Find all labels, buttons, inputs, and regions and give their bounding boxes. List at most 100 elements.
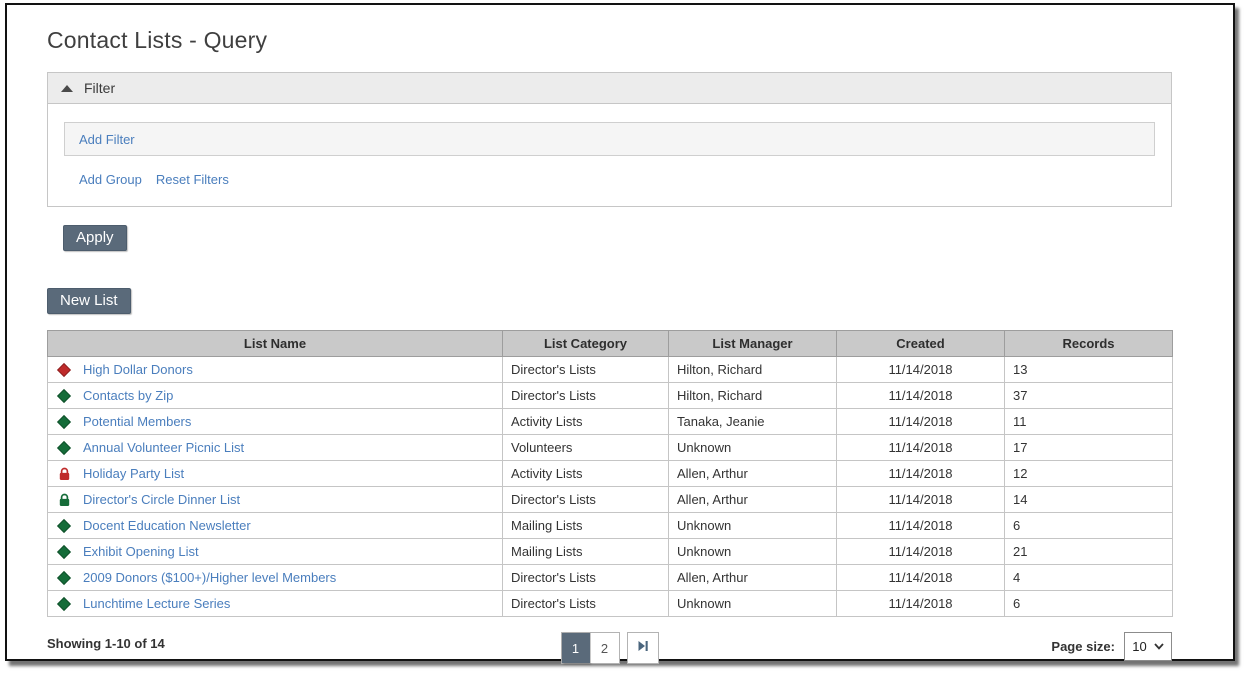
page-size-select[interactable]: 10: [1124, 632, 1172, 661]
table-row: 2009 Donors ($100+)/Higher level Members…: [47, 564, 1173, 591]
list-name-link[interactable]: Lunchtime Lecture Series: [83, 596, 231, 611]
green-diamond-icon: [55, 440, 73, 455]
list-name-cell: Director's Circle Dinner List: [47, 486, 503, 513]
collapse-triangle-icon: [61, 84, 73, 92]
reset-filters-link[interactable]: Reset Filters: [155, 172, 229, 187]
add-group-link[interactable]: Add Group: [79, 172, 142, 187]
column-header[interactable]: List Manager: [668, 330, 837, 357]
app-window: Contact Lists - Query Filter Add Filter …: [5, 3, 1235, 664]
filter-links-row: Add Group Reset Filters: [64, 172, 1155, 187]
list-table-body: High Dollar Donors Director's Lists Hilton…: [47, 356, 1173, 617]
page-button-2[interactable]: 2: [589, 633, 619, 663]
list-name-link[interactable]: Holiday Party List: [83, 466, 185, 481]
list-name-link[interactable]: Docent Education Newsletter: [83, 518, 251, 533]
list-manager-cell: Unknown: [668, 538, 837, 565]
list-name-link[interactable]: High Dollar Donors: [83, 362, 193, 377]
created-cell: 11/14/2018: [836, 512, 1005, 539]
column-header[interactable]: Created: [836, 330, 1005, 357]
list-category-cell: Activity Lists: [502, 460, 669, 487]
showing-count-label: Showing 1-10 of 14: [47, 636, 165, 651]
list-name-cell: Lunchtime Lecture Series: [47, 590, 503, 617]
list-name-link[interactable]: 2009 Donors ($100+)/Higher level Members: [83, 570, 337, 585]
filter-panel-title: Filter: [84, 80, 116, 96]
table-row: Potential Members Activity Lists Tanaka, J…: [47, 408, 1173, 435]
page-size-label: Page size:: [1051, 639, 1115, 654]
table-row: Lunchtime Lecture Series Director's Lists…: [47, 590, 1173, 617]
list-name-link[interactable]: Director's Circle Dinner List: [83, 492, 241, 507]
add-filter-link[interactable]: Add Filter: [79, 131, 135, 147]
list-name-cell: 2009 Donors ($100+)/Higher level Members: [47, 564, 503, 591]
green-diamond-icon: [55, 570, 73, 585]
green-diamond-icon: [55, 518, 73, 533]
list-category-cell: Director's Lists: [502, 356, 669, 383]
page-size-value: 10: [1132, 639, 1147, 654]
contact-lists-table: List Name List Category List Manager Create…: [47, 330, 1173, 617]
table-row: Docent Education Newsletter Mailing Lists…: [47, 512, 1173, 539]
records-cell: 14: [1004, 486, 1173, 513]
green-diamond-icon: [55, 544, 73, 559]
table-row: Exhibit Opening List Mailing Lists Unknown…: [47, 538, 1173, 565]
skip-to-last-page-icon: [637, 639, 649, 657]
table-row: Contacts by Zip Director's Lists Hilton, R…: [47, 382, 1173, 409]
apply-button[interactable]: Apply: [63, 225, 127, 251]
list-name-link[interactable]: Contacts by Zip: [83, 388, 174, 403]
red-diamond-icon: [55, 362, 73, 377]
list-name-cell: Docent Education Newsletter: [47, 512, 503, 539]
green-diamond-icon: [55, 596, 73, 611]
green-diamond-icon: [55, 388, 73, 403]
filter-panel-header[interactable]: Filter: [48, 73, 1171, 104]
list-category-cell: Director's Lists: [502, 564, 669, 591]
records-cell: 37: [1004, 382, 1173, 409]
created-cell: 11/14/2018: [836, 486, 1005, 513]
created-cell: 11/14/2018: [836, 460, 1005, 487]
filter-panel-body: Add Filter Add Group Reset Filters: [48, 104, 1171, 206]
column-header[interactable]: List Name: [47, 330, 503, 357]
created-cell: 11/14/2018: [836, 382, 1005, 409]
list-name-cell: Contacts by Zip: [47, 382, 503, 409]
list-name-cell: Annual Volunteer Picnic List: [47, 434, 503, 461]
table-row: High Dollar Donors Director's Lists Hilton…: [47, 356, 1173, 383]
list-category-cell: Volunteers: [502, 434, 669, 461]
list-manager-cell: Hilton, Richard: [668, 382, 837, 409]
records-cell: 6: [1004, 512, 1173, 539]
new-list-button[interactable]: New List: [47, 288, 131, 314]
column-header[interactable]: List Category: [502, 330, 669, 357]
list-name-cell: Holiday Party List: [47, 460, 503, 487]
list-manager-cell: Hilton, Richard: [668, 356, 837, 383]
list-manager-cell: Tanaka, Jeanie: [668, 408, 837, 435]
list-manager-cell: Unknown: [668, 590, 837, 617]
records-cell: 11: [1004, 408, 1173, 435]
table-row: Holiday Party List Activity Lists Allen, A…: [47, 460, 1173, 487]
created-cell: 11/14/2018: [836, 408, 1005, 435]
created-cell: 11/14/2018: [836, 538, 1005, 565]
page-size-control: Page size: 10: [1051, 632, 1172, 661]
records-cell: 17: [1004, 434, 1173, 461]
list-category-cell: Director's Lists: [502, 486, 669, 513]
created-cell: 11/14/2018: [836, 590, 1005, 617]
list-name-link[interactable]: Potential Members: [83, 414, 192, 429]
records-cell: 13: [1004, 356, 1173, 383]
add-filter-bar: Add Filter: [64, 122, 1155, 156]
list-name-cell: Potential Members: [47, 408, 503, 435]
chevron-down-icon: [1154, 643, 1164, 650]
list-category-cell: Mailing Lists: [502, 538, 669, 565]
created-cell: 11/14/2018: [836, 564, 1005, 591]
list-category-cell: Director's Lists: [502, 590, 669, 617]
list-manager-cell: Unknown: [668, 434, 837, 461]
page-button-1[interactable]: 1: [561, 633, 590, 663]
filter-panel: Filter Add Filter Add Group Reset Filter…: [47, 72, 1172, 207]
green-diamond-icon: [55, 414, 73, 429]
list-category-cell: Director's Lists: [502, 382, 669, 409]
list-name-link[interactable]: Annual Volunteer Picnic List: [83, 440, 245, 455]
list-manager-cell: Allen, Arthur: [668, 564, 837, 591]
last-page-button[interactable]: [626, 632, 659, 664]
table-row: Annual Volunteer Picnic List Volunteers Un…: [47, 434, 1173, 461]
column-header[interactable]: Records: [1004, 330, 1173, 357]
records-cell: 4: [1004, 564, 1173, 591]
created-cell: 11/14/2018: [836, 434, 1005, 461]
list-name-link[interactable]: Exhibit Opening List: [83, 544, 199, 559]
records-cell: 12: [1004, 460, 1173, 487]
list-name-cell: Exhibit Opening List: [47, 538, 503, 565]
